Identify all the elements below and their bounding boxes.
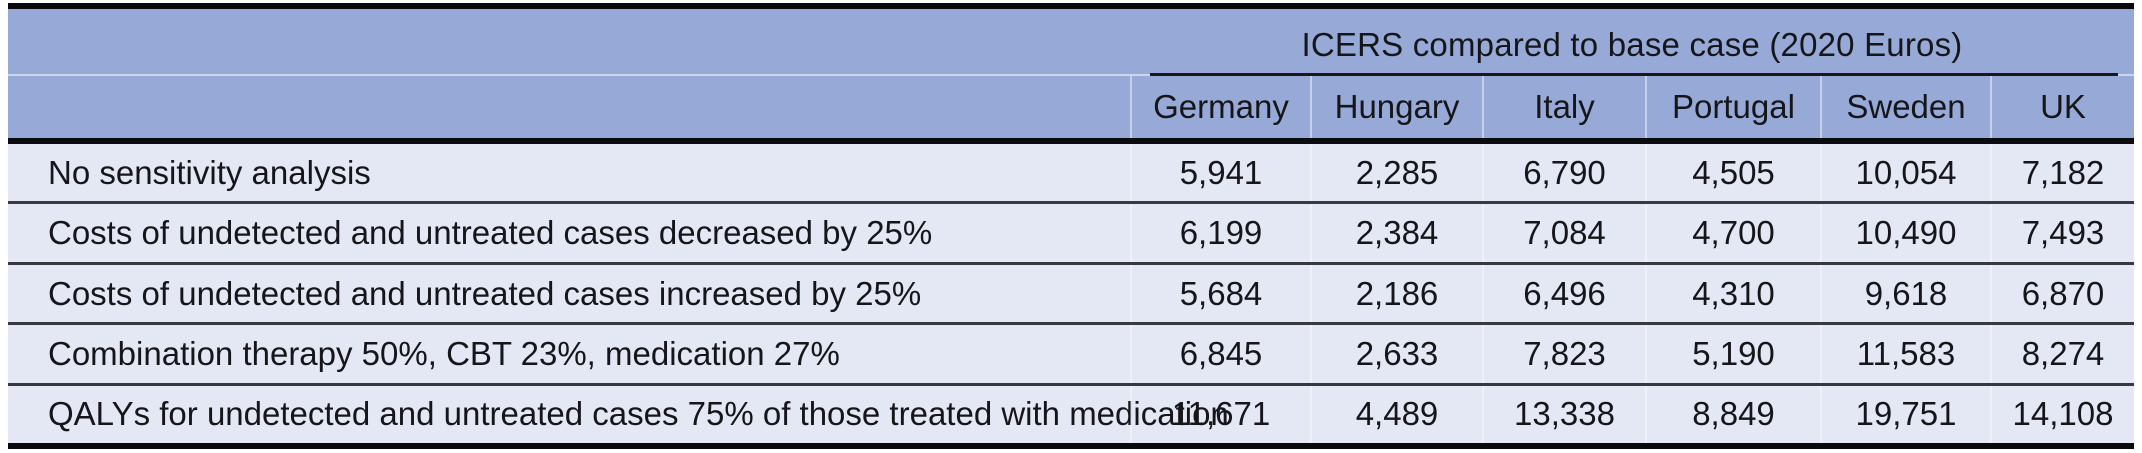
column-header-sweden: Sweden (1820, 76, 1990, 138)
table-row: No sensitivity analysis 5,941 2,285 6,79… (8, 144, 2134, 202)
table-row: QALYs for undetected and untreated cases… (8, 382, 2134, 444)
table-cell: 4,700 (1645, 204, 1820, 262)
table-cell: 6,790 (1482, 144, 1645, 202)
column-header-portugal: Portugal (1645, 76, 1820, 138)
column-header-uk: UK (1990, 76, 2134, 138)
table-cell: 6,845 (1130, 325, 1310, 383)
table-row: Costs of undetected and untreated cases … (8, 261, 2134, 323)
row-label: Combination therapy 50%, CBT 23%, medica… (48, 334, 840, 372)
table-cell: 14,108 (1990, 385, 2134, 444)
column-header-row: Germany Hungary Italy Portugal Sweden UK (8, 76, 2134, 138)
table-cell: 11,671 (1130, 385, 1310, 444)
table-body: No sensitivity analysis 5,941 2,285 6,79… (8, 144, 2134, 444)
table-cell: 7,493 (1990, 204, 2134, 262)
table-cell: 7,084 (1482, 204, 1645, 262)
table-row: Combination therapy 50%, CBT 23%, medica… (8, 322, 2134, 383)
table-cell: 4,489 (1310, 385, 1482, 444)
span-header-text: ICERS compared to base case (2020 Euros) (1301, 25, 1963, 63)
table-cell: 4,505 (1645, 144, 1820, 202)
table-header: ICERS compared to base case (2020 Euros)… (8, 9, 2134, 144)
row-label: No sensitivity analysis (48, 153, 371, 191)
table-cell: 4,310 (1645, 264, 1820, 323)
table-cell: 10,054 (1820, 144, 1990, 202)
row-label: QALYs for undetected and untreated cases… (48, 395, 1229, 433)
span-header-cell: ICERS compared to base case (2020 Euros) (1130, 9, 2134, 76)
table-cell: 11,583 (1820, 325, 1990, 383)
row-label-column-spacer (8, 9, 1130, 74)
row-label: Costs of undetected and untreated cases … (48, 274, 922, 312)
table-cell: 9,618 (1820, 264, 1990, 323)
table-cell: 2,633 (1310, 325, 1482, 383)
table-cell: 6,199 (1130, 204, 1310, 262)
table-cell: 7,182 (1990, 144, 2134, 202)
table-cell: 6,870 (1990, 264, 2134, 323)
table-cell: 10,490 (1820, 204, 1990, 262)
table-cell: 8,849 (1645, 385, 1820, 444)
span-header-underline (1150, 73, 2118, 76)
table-cell: 19,751 (1820, 385, 1990, 444)
span-header-row: ICERS compared to base case (2020 Euros) (8, 9, 2134, 76)
row-label: Costs of undetected and untreated cases … (48, 214, 933, 252)
table-cell: 5,190 (1645, 325, 1820, 383)
table-cell: 13,338 (1482, 385, 1645, 444)
table-cell: 2,186 (1310, 264, 1482, 323)
table-row: Costs of undetected and untreated cases … (8, 201, 2134, 262)
table-cell: 2,285 (1310, 144, 1482, 202)
column-header-germany: Germany (1130, 76, 1310, 138)
row-label-column-spacer (8, 76, 1130, 138)
icers-sensitivity-table: ICERS compared to base case (2020 Euros)… (8, 3, 2134, 449)
column-header-hungary: Hungary (1310, 76, 1482, 138)
table-cell: 8,274 (1990, 325, 2134, 383)
table-cell: 6,496 (1482, 264, 1645, 323)
table-cell: 5,941 (1130, 144, 1310, 202)
table-cell: 7,823 (1482, 325, 1645, 383)
column-header-italy: Italy (1482, 76, 1645, 138)
table-cell: 5,684 (1130, 264, 1310, 323)
table-cell: 2,384 (1310, 204, 1482, 262)
